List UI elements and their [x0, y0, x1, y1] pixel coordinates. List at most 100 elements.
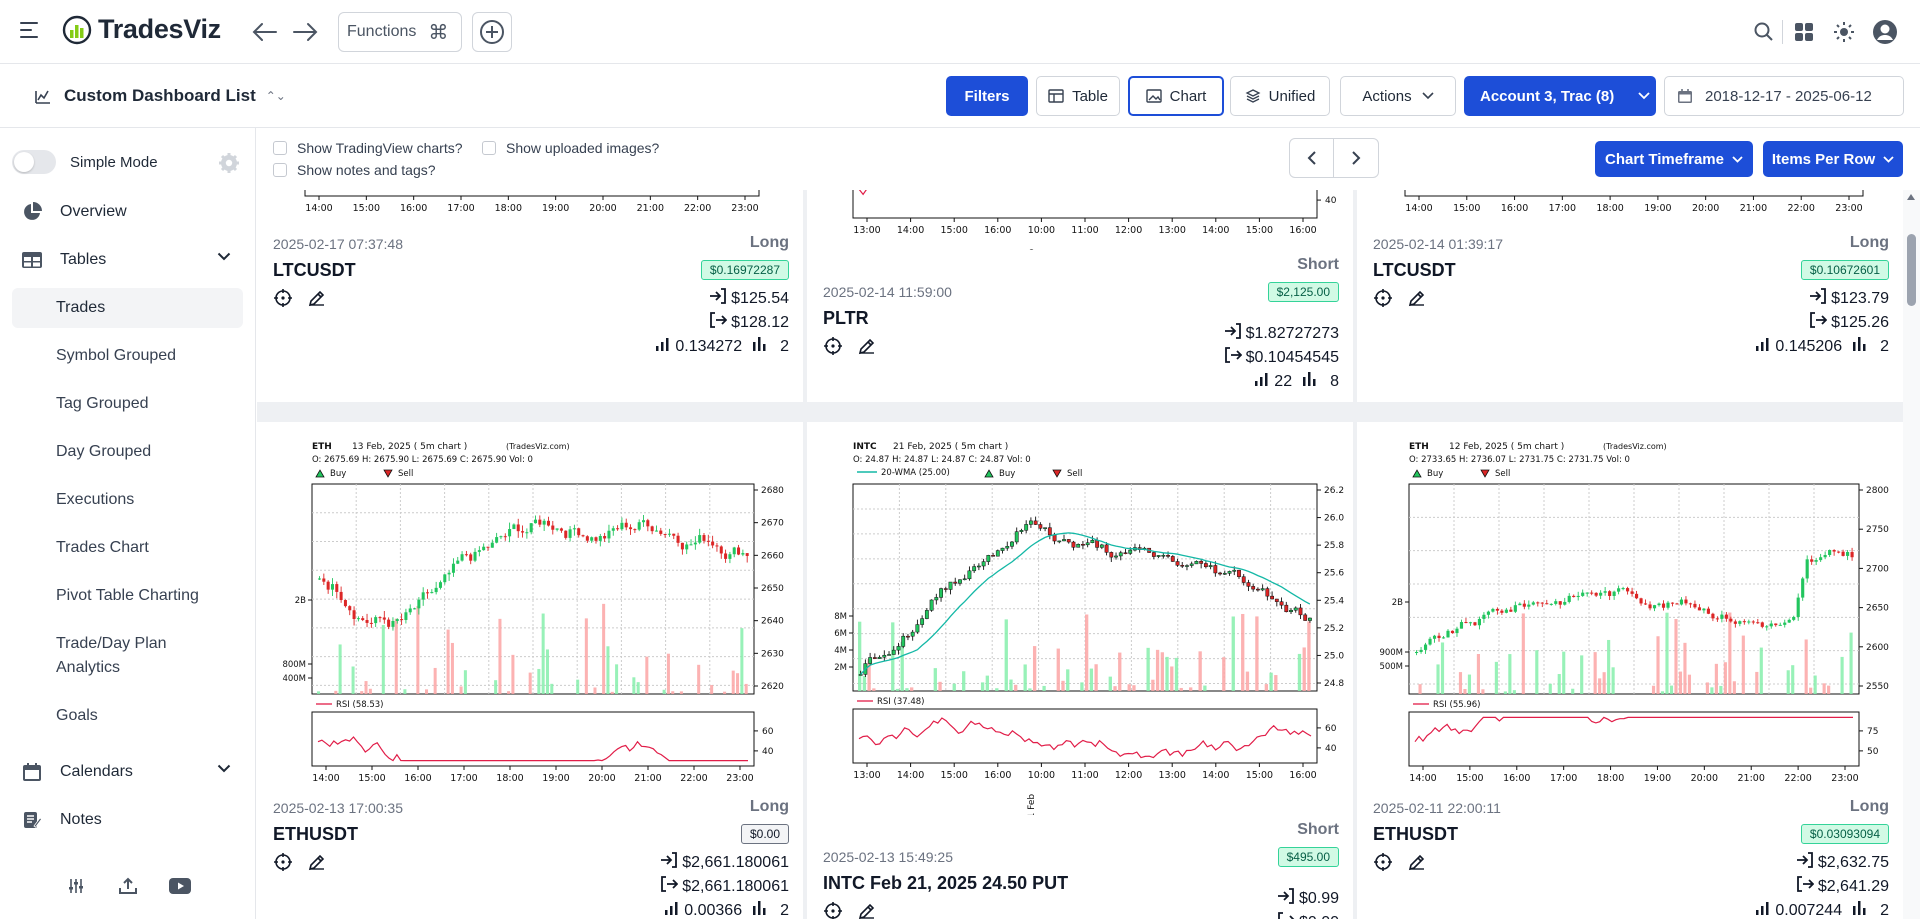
trade-symbol[interactable]: ETHUSDT: [273, 824, 358, 844]
target-icon[interactable]: [823, 336, 843, 360]
sidebar-sub-trades[interactable]: Trades: [12, 288, 243, 328]
volume-bar: [662, 689, 666, 694]
sliders-icon[interactable]: [62, 872, 90, 900]
show-notes-tags-checkbox[interactable]: Show notes and tags?: [273, 162, 436, 178]
edit-pencil-icon[interactable]: [857, 901, 877, 919]
checkbox[interactable]: [273, 141, 287, 155]
volume-bar: [1602, 672, 1606, 694]
volume-bar: [338, 644, 342, 694]
back-arrow-icon[interactable]: [250, 18, 280, 46]
add-button[interactable]: [472, 12, 512, 52]
candle-body: [1222, 573, 1227, 575]
scrollbar-thumb[interactable]: [1907, 234, 1916, 306]
x-tick-label: 15:00: [941, 225, 968, 236]
sidebar-sub-executions[interactable]: Executions: [56, 491, 135, 508]
sidebar-sub-tag-grouped[interactable]: Tag Grouped: [56, 395, 149, 412]
entry-icon: [1796, 852, 1818, 873]
calendar-icon: [1678, 89, 1692, 103]
youtube-icon[interactable]: [166, 872, 194, 900]
sidebar-sub-pivot-table-charting[interactable]: Pivot Table Charting: [56, 587, 199, 604]
trade-symbol[interactable]: ETHUSDT: [1373, 824, 1458, 844]
chart-timeframe-dropdown[interactable]: Chart Timeframe: [1595, 141, 1753, 177]
sidebar-sub-day-grouped[interactable]: Day Grouped: [56, 443, 152, 460]
edit-pencil-icon[interactable]: [857, 336, 877, 360]
simple-mode-toggle[interactable]: Simple Mode: [12, 150, 158, 174]
trade-symbol[interactable]: LTCUSDT: [1373, 260, 1456, 280]
candle-body: [629, 527, 633, 530]
rsi-legend-label: RSI (37.48): [877, 697, 924, 707]
volume-bar: [1458, 672, 1463, 694]
filters-button[interactable]: Filters: [946, 76, 1028, 116]
trade-card[interactable]: ETH 13 Feb, 2025 ( 5m chart ) (TradesViz.c…: [257, 422, 803, 919]
x-tick-label: 18:00: [495, 203, 522, 214]
candle-body: [546, 520, 550, 526]
menu-icon[interactable]: [20, 22, 40, 38]
target-icon[interactable]: [823, 901, 843, 919]
sidebar-item-calendars[interactable]: Calendars: [12, 752, 243, 792]
sidebar-sub-goals[interactable]: Goals: [56, 707, 98, 724]
dashboard-selector[interactable]: Custom Dashboard List ⌃⌄: [34, 86, 286, 106]
search-icon[interactable]: [1752, 20, 1776, 44]
trade-card[interactable]: ETH 12 Feb, 2025 ( 5m chart ) (TradesViz.c…: [1357, 422, 1903, 919]
entry-price-row: $1.82727273: [1224, 323, 1339, 344]
actions-dropdown[interactable]: Actions: [1340, 76, 1456, 116]
scrollbar[interactable]: [1903, 190, 1920, 919]
forward-arrow-icon[interactable]: [290, 18, 320, 46]
gear-icon[interactable]: [218, 152, 240, 174]
rsi-panel-frame: [852, 708, 1318, 764]
volume-bar: [1562, 651, 1566, 694]
sun-icon[interactable]: [1832, 20, 1856, 44]
items-per-row-dropdown[interactable]: Items Per Row: [1763, 141, 1903, 177]
candle-body: [1711, 613, 1715, 619]
rsi-tick-label: 60: [762, 727, 774, 737]
functions-button[interactable]: Functions ⌘: [338, 12, 462, 52]
candle-body: [534, 519, 538, 524]
sidebar-item-overview[interactable]: Overview: [12, 192, 243, 232]
table-view-button[interactable]: Table: [1036, 76, 1120, 116]
pnl-badge: $2,125.00: [1267, 282, 1339, 302]
show-uploaded-images-checkbox[interactable]: Show uploaded images?: [482, 140, 659, 156]
brand[interactable]: TradesViz: [62, 14, 221, 45]
candle-body: [1617, 588, 1621, 592]
sidebar-item-notes[interactable]: Notes: [12, 800, 243, 840]
account-dropdown[interactable]: Account 3, Trac (8): [1464, 76, 1656, 116]
candle-body: [572, 528, 576, 530]
trade-card[interactable]: 604014:0015:0016:0017:0018:0019:0020:002…: [1357, 190, 1903, 402]
volume-bar: [666, 653, 670, 694]
trade-symbol[interactable]: LTCUSDT: [273, 260, 356, 280]
prev-page-button[interactable]: [1290, 139, 1335, 177]
edit-pencil-icon[interactable]: [307, 288, 327, 312]
apps-grid-icon[interactable]: [1792, 20, 1816, 44]
target-icon[interactable]: [1373, 852, 1393, 876]
chart-view-button[interactable]: Chart: [1128, 76, 1224, 116]
candle-body: [715, 545, 719, 547]
trade-card[interactable]: 5014:0015:0016:0017:0018:0019:0020:0021:…: [257, 190, 803, 402]
trade-symbol[interactable]: INTC Feb 21, 2025 24.50 PUT: [823, 873, 1069, 893]
date-range-picker[interactable]: 2018-12-17 - 2025-06-12: [1664, 76, 1904, 116]
checkbox[interactable]: [482, 141, 496, 155]
trade-symbol[interactable]: PLTR: [823, 308, 869, 328]
edit-pencil-icon[interactable]: [1407, 288, 1427, 312]
user-avatar-icon[interactable]: [1872, 19, 1898, 45]
edit-pencil-icon[interactable]: [307, 852, 327, 876]
next-page-button[interactable]: [1334, 139, 1378, 177]
sidebar-item-tables[interactable]: Tables: [12, 240, 243, 280]
show-tradingview-checkbox[interactable]: Show TradingView charts?: [273, 140, 463, 156]
volume-bar: [381, 624, 385, 694]
unified-view-button[interactable]: Unified: [1230, 76, 1330, 116]
sidebar-sub-symbol-grouped[interactable]: Symbol Grouped: [56, 347, 177, 364]
volume-bar: [602, 603, 606, 694]
toggle-switch[interactable]: [12, 150, 56, 174]
target-icon[interactable]: [1373, 288, 1393, 312]
candle-body: [365, 620, 369, 623]
trade-card[interactable]: 604013:0014:0015:0016:0010:0011:0012:001…: [807, 190, 1353, 402]
sidebar-sub-trade-day-plan-analytics[interactable]: Trade/Day Plan Analytics: [56, 635, 167, 676]
trade-card[interactable]: INTC 21 Feb, 2025 ( 5m chart ) O: 24.87 H:…: [807, 422, 1353, 919]
edit-pencil-icon[interactable]: [1407, 852, 1427, 876]
upload-icon[interactable]: [114, 872, 142, 900]
checkbox[interactable]: [273, 163, 287, 177]
candle-body: [1846, 552, 1850, 556]
sidebar-sub-trades-chart[interactable]: Trades Chart: [56, 539, 149, 556]
target-icon[interactable]: [273, 288, 293, 312]
target-icon[interactable]: [273, 852, 293, 876]
